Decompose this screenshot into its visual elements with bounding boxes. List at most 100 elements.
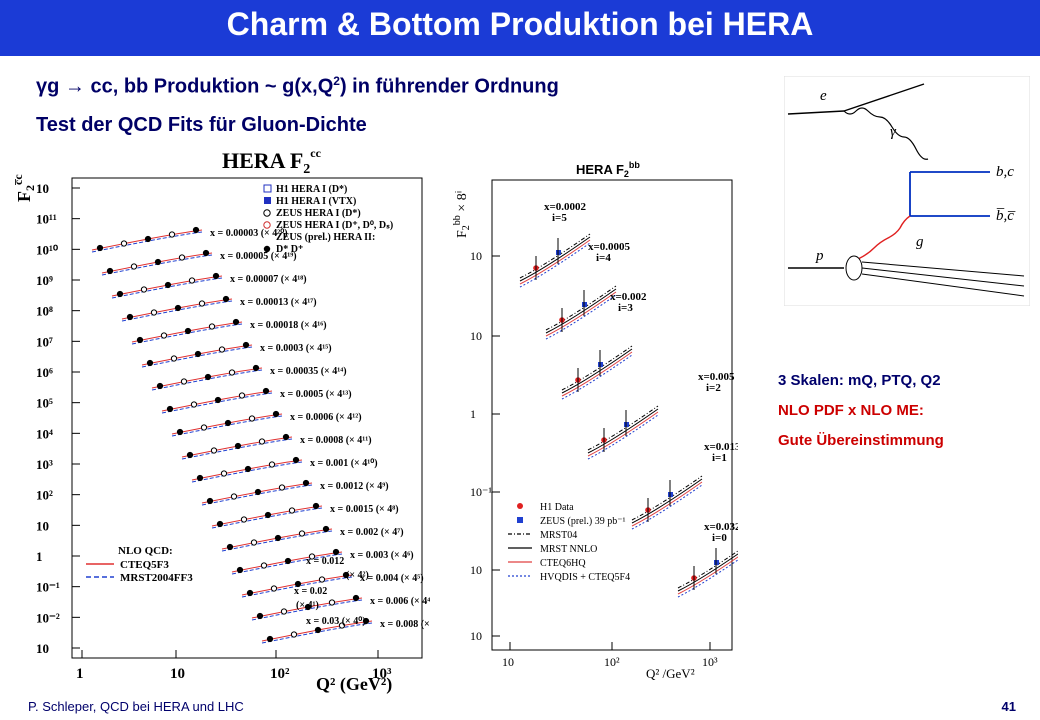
f2cc-point (170, 355, 178, 362)
f2cc-legend-label: CTEQ5F3 (120, 559, 169, 571)
proton-blob (845, 255, 863, 281)
f2cc-point (184, 327, 192, 335)
f2bb-curve (631, 478, 703, 524)
f2cc-point (290, 631, 298, 638)
f2cc-series-label-tail: x = 0.02 (294, 586, 327, 597)
f2cc-legend-label: H1 HERA I (D*) (276, 184, 347, 195)
f2bb-curve (519, 242, 591, 288)
f2cc-series-label-tail: (× 4²) (346, 570, 369, 581)
f2bb-series-i-label: i=4 (596, 252, 611, 264)
f2cc-point (140, 286, 148, 293)
f2cc-ytick-label: 10⁵ (36, 396, 53, 411)
f2bb-ytick-label: 10⁻¹ (470, 485, 492, 499)
f2cc-point (204, 373, 212, 381)
f2cc-point (228, 369, 236, 376)
f2bb-ytick-label: 10 (470, 629, 482, 643)
f2cc-legend-marker (263, 221, 271, 229)
f2cc-series-labels: x = 0.00003 (× 4²⁰) x = 0.00005 (× 4¹⁹) x … (210, 228, 430, 630)
f2bb-series-i-label: i=5 (552, 212, 567, 224)
f2cc-ytick-label: 10⁹ (36, 273, 53, 288)
f2cc-points (96, 226, 370, 643)
f2bb-curve (561, 354, 633, 400)
f2cc-ytick-label: 10 (36, 518, 49, 533)
photon-line (843, 107, 929, 160)
f2cc-series-label: x = 0.00035 (× 4¹⁴) (270, 366, 347, 377)
f2cc-point (278, 484, 286, 491)
f2bb-y-ticks: 10 10 1 10⁻¹ 10 10 (470, 249, 500, 643)
f2cc-legend-label: D* D⁺ (276, 244, 303, 255)
f2bb-plot-frame (491, 179, 733, 651)
f2bb-ytick-label: 10 (470, 329, 482, 343)
label-bc-bar: b̅,c̅ (996, 208, 1016, 224)
f2cc-point (256, 612, 264, 620)
label-g: g (916, 234, 924, 250)
f2cc-point (298, 530, 306, 537)
f2cc-point (200, 424, 208, 431)
f2cc-legend-marker (264, 197, 271, 204)
f2cc-ytick-label: 10⁴ (36, 426, 53, 441)
f2bb-series-i-label: i=1 (712, 452, 727, 464)
f2cc-series-label: x = 0.00013 (× 4¹⁷) (240, 297, 317, 308)
f2cc-series-label: x = 0.006 (× 4⁴) (370, 596, 430, 607)
f2cc-series-label: x = 0.00003 (× 4²⁰) (210, 228, 288, 239)
f2cc-point (318, 576, 326, 583)
f2cc-mrst-curve (161, 392, 273, 414)
f2cc-xlabel: Q² (GeV²) (316, 674, 392, 695)
f2cc-point (254, 488, 262, 496)
f2bb-legend-label: MRST NNLO (540, 544, 597, 555)
f2cc-legend-marker (263, 245, 271, 253)
f2cc-point (304, 603, 312, 611)
slide-title: Charm & Bottom Produktion bei HERA (226, 6, 814, 42)
f2cc-mrst-curve (261, 622, 373, 644)
f2cc-point (196, 474, 204, 482)
f2cc-legend-label: ZEUS HERA I (D⁺, D⁰, Dₛ) (276, 220, 393, 231)
f2bb-curve (545, 291, 617, 337)
f2cc-point (262, 387, 270, 395)
f2cc-xtick-label: 10³ (372, 666, 392, 682)
f2cc-point (198, 300, 206, 307)
f2bb-series-i-label: i=0 (712, 532, 727, 544)
f2bb-legend-marker (517, 517, 523, 523)
f2cc-mrst-curve (181, 438, 293, 460)
f2cc-point (264, 511, 272, 519)
f2cc-series-label: x = 0.0008 (× 4¹¹) (300, 435, 372, 446)
bullet-production-suffix: ) in führender Ordnung (339, 75, 559, 98)
f2cc-point (284, 557, 292, 565)
f2cc-point (280, 608, 288, 615)
f2cc-ytick-label: 10¹⁰ (36, 242, 59, 257)
f2cc-mrst-curve (201, 484, 313, 506)
f2cc-mrst-curve (251, 599, 363, 621)
f2cc-point (166, 405, 174, 413)
remnant-line-1 (861, 261, 1025, 277)
page-number: 41 (1001, 699, 1016, 714)
f2cc-legend-label: ZEUS HERA I (D*) (276, 208, 361, 219)
f2cc-series-label: x = 0.00007 (× 4¹⁸) (230, 274, 307, 285)
f2cc-xtick-label: 10 (170, 666, 185, 682)
f2cc-point (236, 566, 244, 574)
f2cc-point (164, 281, 172, 289)
f2cc-mrst-curve (221, 530, 333, 552)
f2bb-legend-label: H1 Data (540, 502, 574, 513)
f2cc-series-label-tail: (× 4¹) (296, 600, 319, 611)
f2cc-point (206, 497, 214, 505)
f2cc-point (202, 249, 210, 257)
f2cc-point (238, 392, 246, 399)
f2cc-series-label: x = 0.0006 (× 4¹²) (290, 412, 362, 423)
f2cc-point (332, 548, 340, 556)
f2bb-curve (587, 414, 659, 460)
f2bb-series-x-label: x=0.0005 (588, 241, 631, 253)
f2cc-ytick-label: 10⁻¹ (36, 580, 60, 595)
remnant-line-3 (861, 273, 1025, 297)
f2cc-xtick-label: 1 (76, 666, 84, 682)
f2bb-curve (677, 559, 738, 598)
f2bb-curve (561, 348, 633, 394)
f2bb-xtick-label: 10³ (702, 655, 718, 669)
f2cc-series-label: x = 0.00005 (× 4¹⁹) (220, 251, 297, 262)
f2cc-point (248, 415, 256, 422)
f2bb-series-i-label: i=3 (618, 302, 633, 314)
f2cc-point (192, 226, 200, 234)
f2cc-y-ticks: 10 10¹¹ 10¹⁰ 10⁹ 10⁸ 10⁷ 10⁶ 10⁵ 10⁴ 10³ 10² 10 1 10⁻… (36, 181, 80, 656)
f2cc-point (106, 267, 114, 275)
f2cc-series-label-tail: x = 0.012 (306, 556, 344, 567)
f2cc-legend-top: H1 HERA I (D*)H1 HERA I (VTX)ZEUS HERA I… (263, 184, 393, 255)
